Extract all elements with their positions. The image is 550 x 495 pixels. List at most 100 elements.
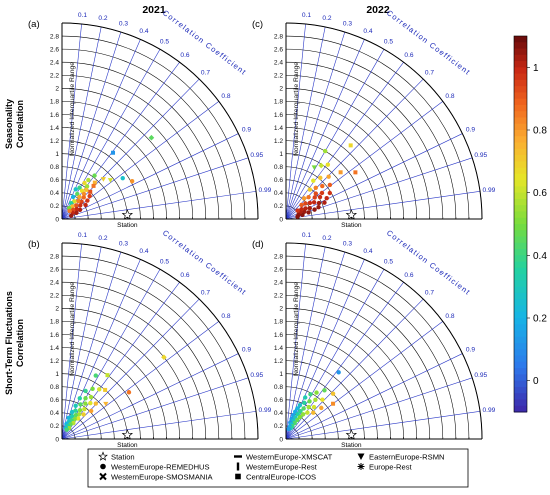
colorbar-segment <box>514 349 527 357</box>
panel-label: (b) <box>28 239 40 250</box>
radial-tick-label: 2.8 <box>50 33 59 40</box>
radial-tick-label: 0 <box>55 436 59 443</box>
legend-square-symbol <box>235 473 241 480</box>
data-point <box>86 177 91 183</box>
correlation-ray <box>285 411 481 440</box>
data-point <box>77 407 83 413</box>
correlation-ray <box>61 377 249 440</box>
data-point <box>353 170 358 175</box>
grid-arc <box>285 114 391 220</box>
data-point <box>307 205 312 211</box>
data-point <box>69 409 75 415</box>
grid-arc <box>285 61 444 220</box>
data-point <box>88 400 93 406</box>
colorbar-segment <box>514 374 527 382</box>
data-point <box>77 207 83 212</box>
data-point <box>295 214 300 219</box>
grid-arc <box>285 321 404 440</box>
correlation-tick-label: 0.6 <box>404 52 413 59</box>
data-point <box>68 200 74 206</box>
colorbar-segment <box>514 167 527 175</box>
correlation-tick-label: 0.6 <box>404 272 413 279</box>
grid-arc <box>61 294 207 440</box>
data-point <box>69 414 75 419</box>
radial-tick-label: 1.8 <box>274 319 283 326</box>
row-title-seasonality-line1: Seasonality <box>4 99 14 149</box>
correlation-tick-label: 0.1 <box>78 232 87 239</box>
data-point <box>82 407 87 412</box>
data-point <box>322 388 327 393</box>
data-point <box>307 399 312 404</box>
data-point <box>307 200 313 206</box>
data-point <box>90 386 95 391</box>
colorbar-segment <box>514 42 527 50</box>
grid-arc <box>61 268 233 440</box>
correlation-ray <box>285 377 473 440</box>
panel-label: (d) <box>252 239 264 250</box>
outer-arc <box>61 242 259 440</box>
correlation-tick-label: 0.8 <box>445 313 454 320</box>
grid-arc <box>61 386 115 440</box>
data-point <box>77 185 82 190</box>
data-point <box>64 427 70 432</box>
colorbar-segment <box>514 380 527 388</box>
grid-arc <box>61 373 128 440</box>
data-point <box>323 148 328 154</box>
correlation-ray <box>285 321 443 440</box>
data-point <box>83 388 88 394</box>
legend-label: WesternEurope-REMEDHUS <box>111 463 210 472</box>
legend-label: WesternEurope-XMSCAT <box>246 453 333 462</box>
correlation-tick-label: 0.95 <box>250 372 263 379</box>
radial-tick-label: 1.8 <box>50 99 59 106</box>
colorbar-segment <box>514 186 527 194</box>
colorbar-segment <box>514 249 527 256</box>
radial-tick-label: 2.4 <box>50 60 59 67</box>
station-star-marker <box>121 429 133 440</box>
colorbar-tick-label: 0.2 <box>533 314 547 325</box>
data-point <box>308 392 313 397</box>
data-point <box>322 200 327 205</box>
station-label: Station <box>117 442 138 449</box>
data-point <box>324 195 329 201</box>
data-point <box>129 178 135 184</box>
correlation-tick-label: 0.9 <box>242 347 251 354</box>
data-point <box>93 401 99 406</box>
colorbar-segment <box>514 104 527 112</box>
radial-tick-label: 0.8 <box>274 164 283 171</box>
grid-arc <box>61 127 154 220</box>
radial-tick-label: 1.4 <box>274 125 283 132</box>
data-point <box>303 206 308 211</box>
grid-arc <box>285 166 339 220</box>
radial-tick-label: 0.6 <box>50 177 59 184</box>
data-point <box>348 143 353 148</box>
grid-arc <box>61 74 207 220</box>
correlation-ray <box>61 191 257 220</box>
colorbar-tick-label: 1 <box>533 63 539 74</box>
colorbar-segment <box>514 230 527 238</box>
colorbar-segment <box>514 136 527 144</box>
colorbar-segment <box>514 292 527 300</box>
legend-vbar-symbol <box>236 462 240 471</box>
data-point <box>316 200 322 206</box>
radial-tick-label: 1 <box>279 151 283 158</box>
colorbar-frame <box>513 35 528 413</box>
data-point <box>161 354 167 361</box>
radial-tick-label: 2.6 <box>274 46 283 53</box>
colorbar-tick-label: 0.6 <box>533 188 547 199</box>
data-point <box>303 201 308 206</box>
grid-arc <box>285 101 404 220</box>
grid-arc <box>285 308 417 440</box>
station-label: Station <box>341 442 362 449</box>
colorbar-segment <box>514 67 527 75</box>
radial-tick-label: 2.4 <box>274 60 283 67</box>
radial-tick-label: 0.4 <box>50 190 59 197</box>
data-point <box>336 370 341 375</box>
legend-asterisk-symbol <box>357 463 365 470</box>
correlation-tick-label: 0.2 <box>98 235 107 242</box>
data-point <box>84 184 90 189</box>
correlation-tick-label: 0.95 <box>474 152 487 159</box>
data-point <box>73 408 78 413</box>
colorbar-segment <box>514 205 527 212</box>
radial-tick-label: 0.6 <box>50 397 59 404</box>
